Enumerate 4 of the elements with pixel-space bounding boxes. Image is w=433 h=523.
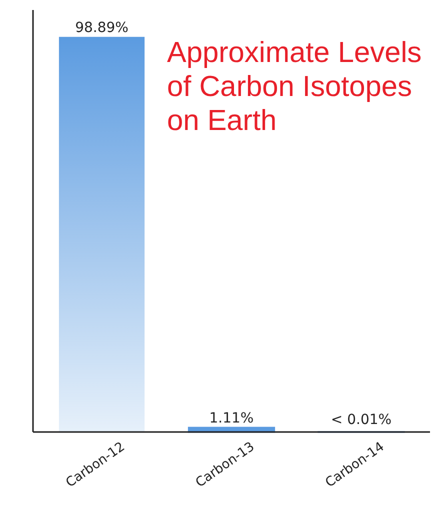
data-label: < 0.01% [330,412,392,428]
data-label: 98.89% [75,20,128,36]
text: Approximate Levels of Carbon Isotopes on Earth [167,37,422,137]
data-label: 1.11% [209,410,254,427]
